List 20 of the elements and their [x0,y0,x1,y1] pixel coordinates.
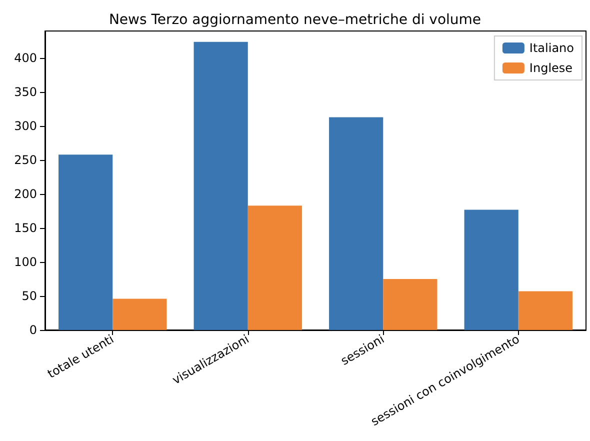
y-tick-label: 250 [14,153,37,168]
y-tick-label: 400 [14,51,37,66]
legend-label: Inglese [529,61,573,75]
y-tick-label: 50 [22,289,37,304]
y-tick-label: 100 [14,255,37,270]
y-tick-label: 0 [29,323,37,337]
bar [112,298,167,330]
bar [383,279,438,330]
y-tick-label: 300 [14,119,37,134]
bar [518,291,572,330]
legend-label: Italiano [529,41,574,55]
bar [329,117,384,330]
bar [248,206,302,330]
chart-title: News Terzo aggiornamento neve–metriche di volume [108,12,482,28]
bar [464,210,518,330]
bar [58,154,113,330]
y-tick-label: 200 [14,187,37,202]
bar [194,42,248,330]
y-tick-label: 150 [14,221,37,236]
y-tick-label: 350 [14,85,37,100]
